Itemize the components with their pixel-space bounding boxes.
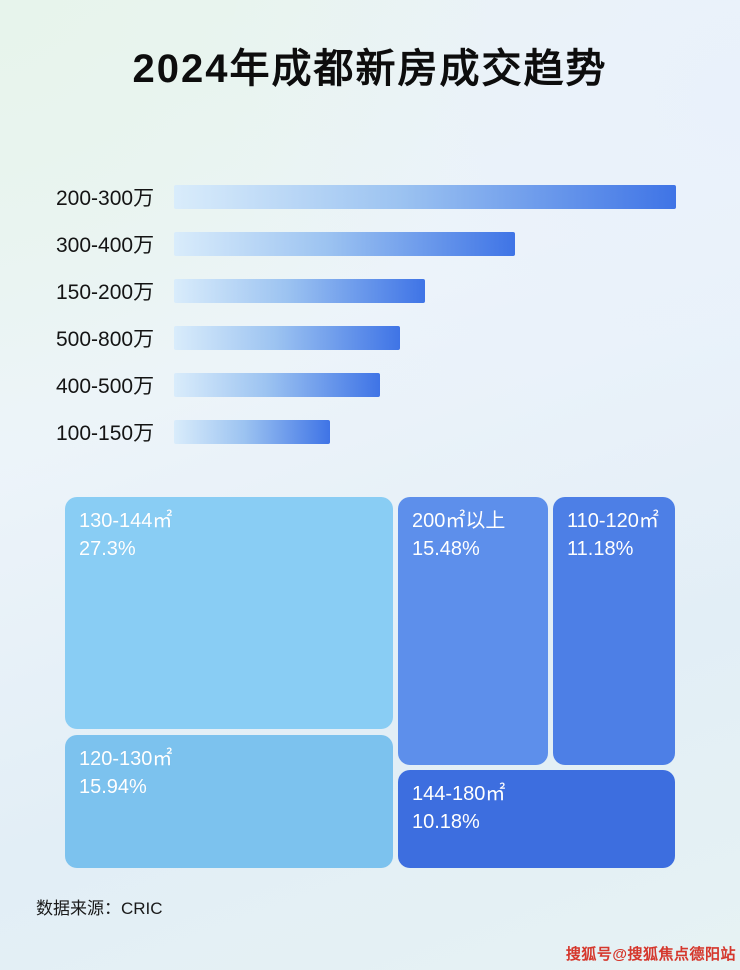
bar <box>174 184 676 209</box>
bar-category-label: 200-300万 <box>56 186 155 210</box>
treemap-block: 110-120㎡ 11.18% <box>553 497 675 765</box>
bar-category-label: 400-500万 <box>56 374 155 398</box>
treemap-block-percent: 15.94% <box>79 776 147 798</box>
area-treemap: 130-144㎡ 27.3% 120-130㎡ 15.94% 200㎡以上 15… <box>65 497 675 868</box>
bar <box>174 325 400 350</box>
bar-track <box>174 419 676 444</box>
treemap-block: 144-180㎡ 10.18% <box>398 770 675 868</box>
bar-track <box>174 184 676 209</box>
treemap-block: 120-130㎡ 15.94% <box>65 735 393 868</box>
treemap-block-label: 144-180㎡ <box>412 783 506 805</box>
bar <box>174 372 380 397</box>
treemap-block-percent: 15.48% <box>412 538 480 560</box>
bar-track <box>174 372 676 397</box>
watermark-text: 搜狐号@搜狐焦点德阳站 <box>565 946 736 963</box>
bar-row: 500-800万 <box>56 325 676 351</box>
page-title: 2024年成都新房成交趋势 <box>132 47 608 91</box>
bar-row: 300-400万 <box>56 231 676 257</box>
bar-row: 200-300万 <box>56 184 676 210</box>
treemap-block-percent: 27.3% <box>79 538 136 560</box>
treemap-block: 200㎡以上 15.48% <box>398 497 548 765</box>
treemap-block-label: 200㎡以上 <box>412 510 506 532</box>
data-source-label: 数据来源：CRIC <box>36 899 163 918</box>
bar-track <box>174 325 676 350</box>
treemap-block-label: 120-130㎡ <box>79 748 173 770</box>
treemap-block-percent: 11.18% <box>567 538 634 560</box>
bar-category-label: 100-150万 <box>56 421 155 445</box>
treemap-block-percent: 10.18% <box>412 811 480 833</box>
bar-row: 100-150万 <box>56 419 676 445</box>
treemap-block-label: 130-144㎡ <box>79 510 173 532</box>
bar-row: 150-200万 <box>56 278 676 304</box>
bar <box>174 419 330 444</box>
bar <box>174 231 516 256</box>
bar-category-label: 500-800万 <box>56 327 155 351</box>
price-bar-chart: 200-300万 300-400万 150-200万 500-800万 400-500万… <box>56 184 676 466</box>
bar <box>174 278 425 303</box>
treemap-block: 130-144㎡ 27.3% <box>65 497 393 729</box>
bar-category-label: 300-400万 <box>56 233 155 257</box>
bar-row: 400-500万 <box>56 372 676 398</box>
bar-track <box>174 278 676 303</box>
treemap-block-label: 110-120㎡ <box>567 510 659 532</box>
bar-category-label: 150-200万 <box>56 280 155 304</box>
bar-track <box>174 231 676 256</box>
